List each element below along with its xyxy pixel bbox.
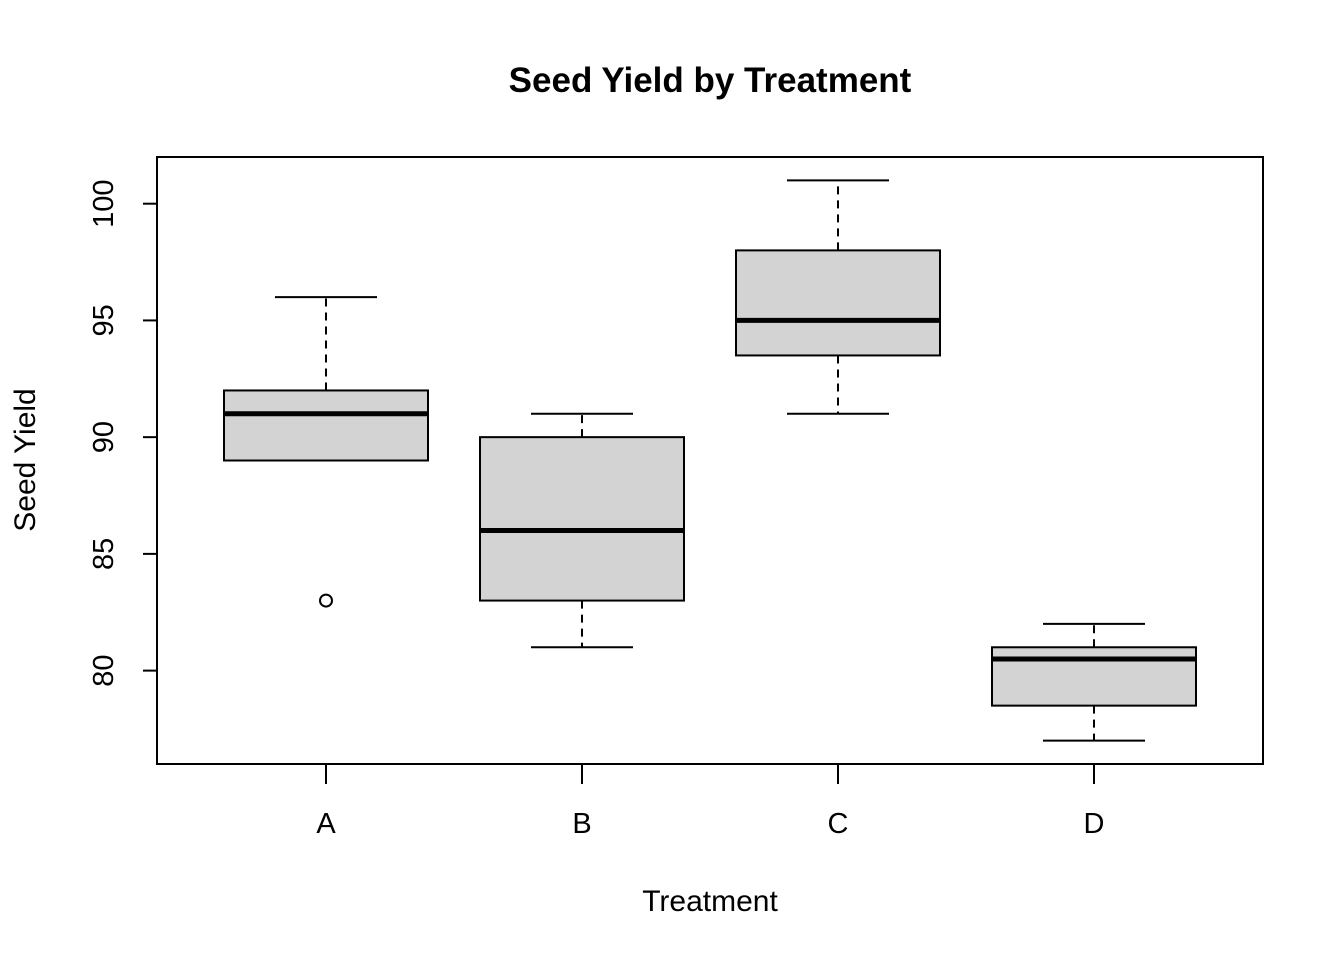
box-B [479, 412, 685, 649]
y-tick-label: 85 [88, 538, 120, 570]
box-C [735, 179, 941, 415]
x-tick-label: B [572, 808, 591, 840]
y-axis-label: Seed Yield [9, 388, 42, 531]
y-tick-label: 100 [88, 179, 120, 227]
x-tick-label: D [1084, 808, 1105, 840]
outlier-point [319, 593, 333, 608]
x-tick-label: C [828, 808, 849, 840]
box-D [991, 622, 1197, 742]
iqr-box [735, 249, 941, 357]
box-series [223, 179, 1197, 742]
y-tick-label: 95 [88, 304, 120, 336]
y-axis: 80 85 90 95 100 [88, 179, 158, 687]
x-axis-label: Treatment [642, 885, 778, 918]
x-axis: A B C D [316, 764, 1104, 840]
iqr-box [223, 389, 429, 462]
x-tick-label: A [316, 808, 336, 840]
y-tick-label: 90 [88, 421, 120, 453]
iqr-box [479, 436, 685, 602]
box-A [223, 296, 429, 608]
y-tick-label: 80 [88, 654, 120, 686]
iqr-box [991, 646, 1197, 707]
chart-title: Seed Yield by Treatment [509, 61, 912, 100]
